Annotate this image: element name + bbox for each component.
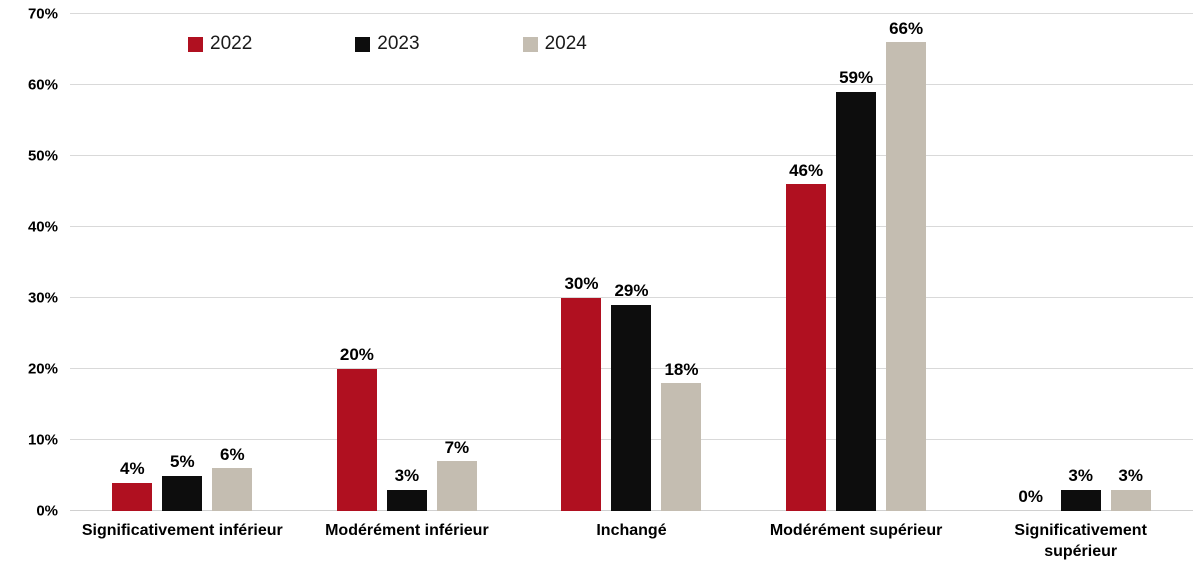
bar-value-label: 66% (889, 18, 924, 38)
x-category-text: Modérément inférieur (325, 522, 489, 539)
bar-column: 66% (886, 14, 927, 511)
bar-column: 7% (436, 14, 477, 511)
bar-column: 3% (1060, 14, 1101, 511)
bar-2023 (1060, 489, 1101, 511)
bar-2024 (436, 461, 477, 511)
x-axis: Significativement inférieur Modérément in… (70, 520, 1193, 562)
x-category-text: Modérément supérieur (769, 522, 943, 539)
y-tick-label: 50% (27, 147, 58, 165)
bar-value-label: 5% (170, 451, 195, 471)
bar-2023 (162, 475, 203, 511)
bar-group: 4% 5% 6% (70, 14, 295, 511)
legend: 2022 2023 2024 (188, 33, 587, 55)
y-axis: 0% 10% 20% 30% 40% 50% 60% 70% (0, 6, 58, 520)
bar-2024 (886, 42, 927, 511)
bar-value-label: 4% (120, 458, 145, 478)
bar-group: 20% 3% 7% (295, 14, 520, 511)
bar-column: 4% (112, 14, 153, 511)
bar-2022 (561, 298, 602, 511)
x-category-label: Modérément supérieur (744, 520, 969, 562)
bar-value-label: 30% (564, 274, 599, 294)
legend-item-2023: 2023 (355, 33, 420, 55)
legend-label: 2023 (377, 33, 420, 54)
bar-value-label: 29% (614, 281, 649, 301)
bar-value-label: 6% (220, 444, 245, 464)
legend-swatch-icon (522, 36, 538, 52)
x-category-text: Significativement inférieur (81, 522, 283, 539)
gridline-30 (70, 297, 1193, 298)
bar-group: 46% 59% 66% (744, 14, 969, 511)
bar-value-label: 46% (789, 160, 824, 180)
bar-column: 5% (162, 14, 203, 511)
bar-2024 (661, 383, 702, 511)
bar-2024 (212, 468, 253, 511)
y-tick-label: 60% (27, 76, 58, 94)
bar-column: 0% (1011, 14, 1051, 511)
bar-2022 (112, 482, 153, 511)
bar-column: 6% (212, 14, 253, 511)
gridline-70 (70, 13, 1193, 14)
bar-group: 30% 29% 18% (519, 14, 744, 511)
bar-value-label: 3% (1068, 466, 1093, 486)
y-tick-label: 70% (27, 5, 58, 23)
bar-value-label: 3% (394, 466, 420, 486)
bar-column: 59% (836, 14, 877, 511)
legend-swatch-icon (188, 36, 203, 52)
bar-2022 (336, 369, 377, 511)
legend-item-2024: 2024 (522, 33, 587, 55)
legend-label: 2022 (210, 33, 253, 54)
bar-column: 29% (611, 14, 652, 511)
bar-value-label: 3% (1118, 466, 1143, 486)
x-category-text: Inchangé (596, 522, 667, 539)
x-category-label: Inchangé (519, 520, 744, 562)
bar-column: 20% (336, 14, 377, 511)
y-tick-label: 40% (27, 218, 58, 236)
bar-column: 30% (561, 14, 602, 511)
x-category-text: Significativement supérieur (1014, 522, 1147, 560)
bar-column: 3% (1110, 14, 1151, 511)
bar-value-label: 20% (339, 345, 374, 365)
bar-value-label: 59% (839, 68, 874, 88)
legend-swatch-icon (355, 36, 371, 52)
bar-2024 (1110, 489, 1151, 511)
bar-group: 0% 3% 3% (968, 14, 1193, 511)
bar-column: 3% (386, 14, 427, 511)
y-tick-label: 30% (27, 289, 58, 307)
legend-item-2022: 2022 (188, 33, 252, 55)
bar-value-label: 0% (1018, 487, 1043, 507)
bar-2023 (611, 305, 652, 511)
bar-column: 46% (786, 14, 827, 511)
legend-label: 2024 (544, 33, 587, 54)
gridline-60 (70, 84, 1193, 85)
bar-groups: 4% 5% 6% 20% 3% 7% 30% 29% 18% 46% 59% 66% 0% 3% 3% (70, 14, 1193, 511)
x-category-label: Significativement supérieur (968, 520, 1193, 562)
y-tick-label: 10% (27, 431, 58, 449)
gridline-40 (70, 226, 1193, 227)
x-category-label: Significativement inférieur (70, 520, 295, 562)
bar-value-label: 7% (444, 437, 470, 457)
x-category-label: Modérément inférieur (295, 520, 520, 562)
y-tick-label: 0% (36, 502, 58, 520)
y-tick-label: 20% (27, 360, 58, 378)
bar-column: 18% (661, 14, 702, 511)
plot-area: 4% 5% 6% 20% 3% 7% 30% 29% 18% 46% 59% 66% 0% 3% 3% (70, 13, 1193, 511)
bar-2023 (386, 489, 427, 511)
bar-2022 (786, 184, 827, 511)
bar-2023 (836, 92, 877, 511)
gridline-50 (70, 155, 1193, 156)
bar-value-label: 18% (664, 359, 699, 379)
